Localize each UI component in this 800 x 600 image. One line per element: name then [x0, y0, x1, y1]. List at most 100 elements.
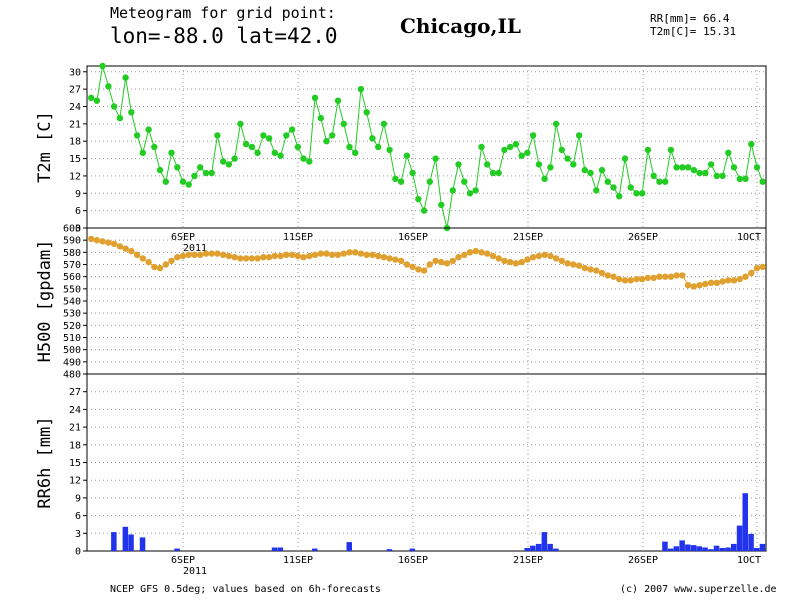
data-point [742, 175, 749, 182]
data-point [225, 161, 233, 168]
data-point [283, 251, 290, 258]
y-tick-label: 480 [63, 370, 81, 381]
data-point [260, 132, 267, 139]
data-point [363, 251, 370, 258]
data-point [616, 193, 623, 200]
data-point [116, 114, 124, 122]
data-point [489, 169, 497, 177]
data-point [610, 184, 617, 191]
data-point [541, 251, 548, 258]
data-point [529, 254, 537, 261]
data-point [202, 250, 210, 257]
data-point [369, 135, 376, 142]
precip-bar [685, 544, 691, 551]
data-point [748, 269, 755, 277]
y-tick-label: 510 [63, 333, 81, 344]
data-point [145, 126, 152, 133]
data-point [271, 149, 278, 156]
data-point [197, 164, 204, 171]
y-tick-label: 12 [69, 476, 81, 487]
data-point [311, 251, 319, 258]
x-tick-label: 1OCT [737, 555, 761, 566]
data-point [484, 250, 491, 257]
data-point [329, 251, 336, 258]
mean-temperature-stat: T2m[C]= 15.31 [650, 25, 737, 38]
data-point [220, 158, 227, 165]
x-tick-label: 21SEP [513, 232, 543, 243]
data-point [375, 252, 382, 260]
data-point [392, 175, 399, 182]
data-point [323, 250, 330, 257]
data-point [753, 264, 761, 272]
data-point [495, 255, 502, 262]
x-tick-label: 26SEP [628, 232, 658, 243]
data-point [633, 275, 640, 283]
data-point [185, 251, 192, 258]
data-point [639, 190, 646, 197]
x-tick-label: 6SEP [171, 555, 195, 566]
data-point [220, 251, 227, 258]
data-point [237, 255, 244, 262]
data-point [518, 152, 525, 159]
data-point [156, 166, 164, 174]
data-point [598, 269, 606, 277]
data-point [524, 149, 531, 156]
data-point [581, 264, 588, 272]
data-point [696, 169, 703, 177]
precip-bar [386, 549, 393, 551]
data-point [380, 254, 388, 261]
x-tick-label: 16SEP [398, 555, 428, 566]
data-point [277, 152, 284, 159]
panel-frame [86, 373, 767, 552]
data-point [151, 263, 158, 271]
data-point [759, 178, 766, 185]
data-point [317, 250, 324, 257]
y-tick-label: 570 [63, 260, 81, 271]
y-tick-label: 3 [75, 224, 81, 235]
data-point [403, 261, 411, 268]
data-point [139, 255, 146, 262]
precip-bar [553, 548, 559, 551]
data-point [231, 155, 238, 162]
data-point [713, 172, 720, 180]
data-point [432, 257, 439, 265]
data-point [380, 120, 388, 128]
data-point [133, 132, 141, 139]
y-tick-label: 15 [69, 458, 81, 469]
data-point [185, 181, 192, 188]
data-point [736, 175, 743, 182]
data-point [179, 178, 187, 185]
data-point [93, 237, 101, 244]
data-point [662, 178, 669, 185]
grid-point-coordinates: lon=-88.0 lat=42.0 [110, 24, 338, 48]
data-point [656, 273, 663, 280]
precip-bar [696, 546, 703, 551]
precip-bar [708, 549, 714, 551]
data-point [99, 62, 106, 70]
y-tick-label: 550 [63, 284, 81, 295]
precip-bar [679, 540, 685, 551]
data-point [443, 260, 451, 267]
y-tick-label: 540 [63, 297, 81, 308]
copyright-note: (c) 2007 www.superzelle.de [620, 584, 777, 595]
data-point [110, 240, 118, 247]
data-point [397, 178, 405, 185]
precip-bar [312, 548, 318, 551]
data-point [501, 146, 508, 154]
data-point [208, 169, 215, 177]
data-point [449, 187, 456, 194]
data-point [725, 277, 732, 284]
precip-bar [725, 547, 731, 551]
y-tick-label: 9 [75, 493, 81, 504]
x-tick-year-label: 2011 [183, 243, 207, 254]
precip-bar [277, 547, 284, 551]
data-point [231, 254, 238, 261]
data-point [369, 251, 376, 258]
data-point [179, 252, 187, 260]
y-tick-label: 3 [75, 529, 81, 540]
data-point [627, 184, 634, 191]
precip-bar [759, 543, 766, 551]
data-point [621, 155, 629, 162]
